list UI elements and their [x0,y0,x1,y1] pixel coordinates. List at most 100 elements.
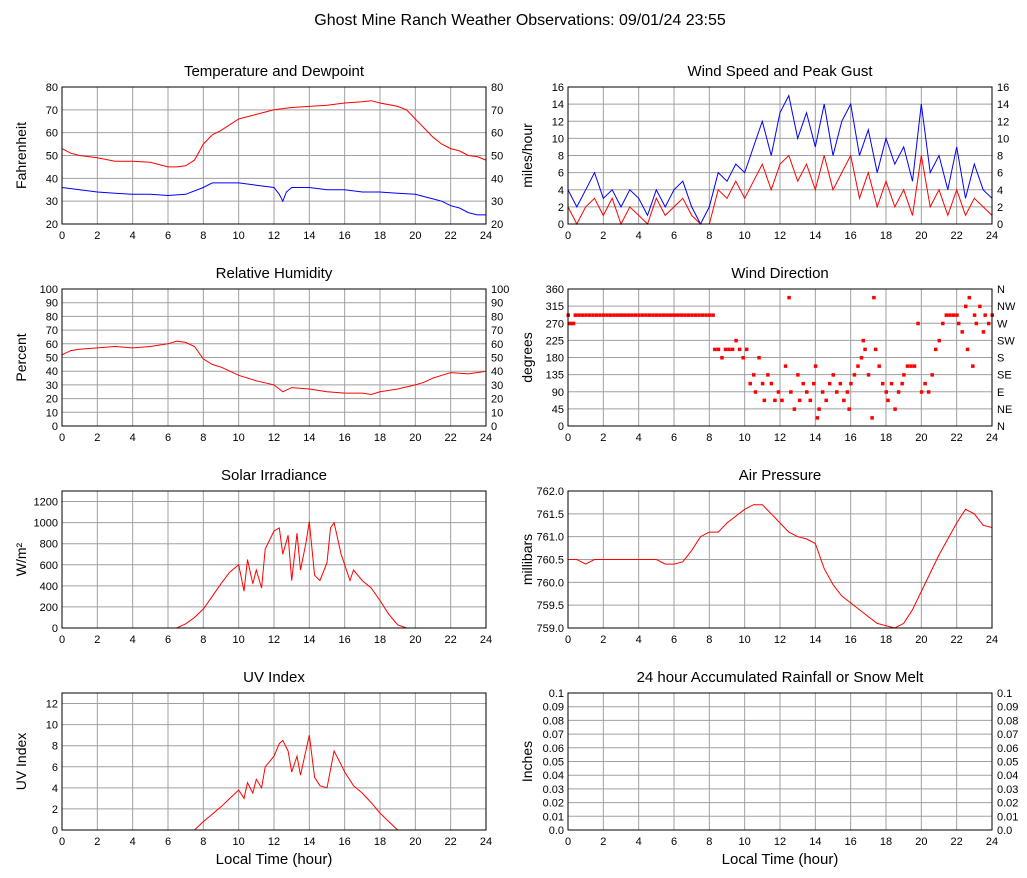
y-right-tick-label: 60 [491,128,503,140]
plot-frame [567,692,993,831]
data-point [730,347,735,352]
y-right-tick-label: 0.08 [997,715,1018,727]
x-tick-label: 18 [880,634,892,646]
y-axis-label: miles/hour [519,123,535,188]
y-tick-label: 60 [46,128,58,140]
data-point [780,398,784,403]
x-tick-label: 16 [845,634,857,646]
data-point [700,313,705,317]
plot-frame [61,692,487,831]
x-tick-label: 4 [636,230,642,242]
data-point [873,347,878,352]
data-point [951,313,956,317]
y-right-tick-label: 0.1 [997,688,1012,700]
x-tick-label: 10 [739,836,751,848]
chart-title: Temperature and Dewpoint [184,63,365,80]
chart-title: Solar Irradiance [221,467,327,484]
data-point [926,390,931,394]
y-tick-label: 135 [546,370,564,382]
data-point [626,313,631,317]
x-tick-label: 8 [706,634,712,646]
y-tick-label: 0.1 [549,688,564,700]
y-tick-label: 12 [552,116,564,128]
y-axis-label: millibars [519,534,535,585]
y-right-tick-label: 0.07 [997,729,1018,741]
x-tick-label: 12 [774,432,786,444]
y-right-tick-label: 30 [491,380,503,392]
x-tick-label: 18 [374,634,386,646]
data-point [877,364,881,368]
chart-panel-1: Wind Speed and Peak Gustmiles/hour024681… [519,63,1009,242]
x-tick-label: 4 [636,432,642,444]
x-tick-label: 22 [951,432,963,444]
data-point [753,390,758,394]
data-point [817,407,821,411]
data-point [619,313,623,317]
y-tick-label: 2 [52,804,58,816]
y-tick-label: 80 [46,82,58,94]
x-tick-label: 2 [94,634,100,646]
x-axis-label-right: Local Time (hour) [722,851,839,868]
data-point [723,347,728,352]
data-point [866,373,871,377]
data-point [640,313,645,317]
y-tick-label: 10 [46,407,58,419]
plot-frame [567,490,993,629]
y-tick-label: 20 [46,394,58,406]
y-tick-label: 761.5 [536,509,564,521]
y-tick-label: 50 [46,353,58,365]
data-point [762,398,767,403]
data-point [748,381,752,386]
y-right-tick-label: S [997,353,1004,365]
y-right-tick-label: 0.06 [997,743,1018,755]
data-point [893,407,897,411]
x-tick-label: 16 [339,634,351,646]
y-right-tick-label: N [997,421,1005,433]
data-point [978,304,982,309]
chart-panel-2: Relative HumidityPercent0102030405060708… [13,265,509,444]
y-axis-label: W/m² [13,542,29,576]
y-right-tick-label: 0.04 [997,770,1018,782]
y-tick-label: 1000 [34,518,58,530]
data-point [905,364,910,368]
x-tick-label: 6 [671,230,677,242]
data-point [591,313,595,317]
y-tick-label: 760.5 [536,555,564,567]
data-point [824,398,828,403]
data-point [661,313,666,317]
x-tick-label: 12 [774,836,786,848]
data-point [863,347,867,352]
x-tick-label: 18 [374,432,386,444]
data-point [776,390,781,394]
data-point [587,313,592,317]
x-tick-label: 24 [480,432,492,444]
plot-frame [61,288,487,427]
plot-frame [61,490,487,629]
data-point [813,364,818,368]
x-tick-label: 4 [130,634,136,646]
x-tick-label: 0 [59,634,65,646]
y-tick-label: 0 [52,421,58,433]
plot-frame [567,86,993,225]
page-title: Ghost Mine Ranch Weather Observations: 0… [314,12,726,29]
data-point [637,313,641,317]
x-tick-label: 10 [233,836,245,848]
y-right-tick-label: 0.01 [997,811,1018,823]
x-tick-label: 4 [130,230,136,242]
chart-title: Relative Humidity [216,265,333,282]
x-tick-label: 4 [130,432,136,444]
x-tick-label: 18 [374,836,386,848]
data-point [964,304,968,309]
y-right-tick-label: 8 [997,151,1003,163]
x-tick-label: 16 [339,432,351,444]
y-tick-label: 6 [52,762,58,774]
x-tick-label: 0 [565,836,571,848]
x-axis-label-left: Local Time (hour) [216,851,333,868]
chart-panel-7: 24 hour Accumulated Rainfall or Snow Mel… [519,669,1018,848]
chart-title: Wind Direction [731,265,829,282]
chart-title: Air Pressure [739,467,822,484]
data-point [916,321,920,326]
data-point [805,390,809,394]
y-tick-label: 20 [46,219,58,231]
x-tick-label: 16 [845,432,857,444]
